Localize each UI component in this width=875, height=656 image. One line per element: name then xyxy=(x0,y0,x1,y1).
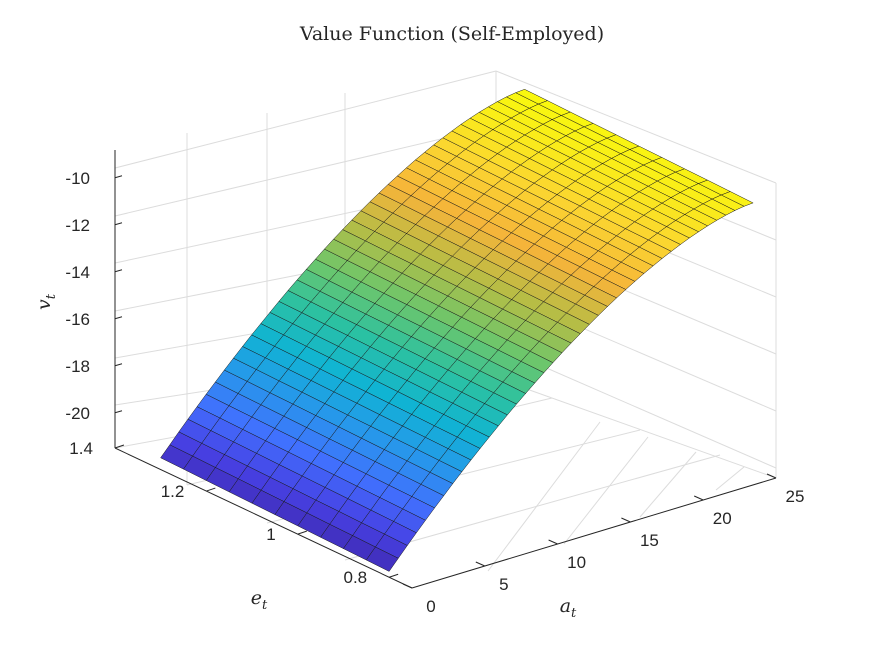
y-axis-line xyxy=(114,447,413,589)
y-axis-label-sub: t xyxy=(262,598,268,613)
z-tick-mark xyxy=(114,410,123,414)
svg-text:at: at xyxy=(560,595,577,621)
z-tick-mark xyxy=(114,222,123,226)
y-tick-label: 1.2 xyxy=(161,482,185,501)
x-tick-mark xyxy=(621,517,631,523)
x-axis-label: at xyxy=(560,595,577,621)
y-axis-label-main: e xyxy=(251,587,262,609)
x-tick-label: 25 xyxy=(786,487,805,506)
z-tick-label: -16 xyxy=(65,310,90,329)
y-tick-label: 1 xyxy=(266,525,275,544)
x-tick-mark xyxy=(475,561,486,567)
surface-cell xyxy=(366,546,399,572)
z-tick-label: -10 xyxy=(65,169,90,188)
x-tick-label: 10 xyxy=(567,553,586,572)
svg-text:vt: vt xyxy=(33,293,59,310)
y-tick-mark xyxy=(297,530,307,535)
axis-ticks: -10 -12 -14 -16 -18 -20 0.8 1 1.2 1.4 0 5 10 15 20 25 xyxy=(65,169,804,616)
z-axis-label-sub: t xyxy=(44,293,59,299)
value-function-surface xyxy=(160,89,754,572)
x-tick-mark xyxy=(766,473,777,479)
y-axis-label: et xyxy=(251,587,268,613)
y-tick-mark xyxy=(206,487,216,492)
y-tick-label: 0.8 xyxy=(344,568,368,587)
y-tick-mark xyxy=(388,573,399,578)
z-axis-label-main: v xyxy=(33,299,55,310)
x-tick-mark xyxy=(548,539,558,545)
axis-lines xyxy=(114,150,777,589)
y-tick-mark xyxy=(114,444,125,449)
x-axis-label-sub: t xyxy=(571,606,577,621)
z-tick-label: -18 xyxy=(65,357,90,376)
x-tick-label: 0 xyxy=(426,597,435,616)
chart-title: Value Function (Self-Employed) xyxy=(299,23,604,45)
x-tick-mark xyxy=(402,583,413,589)
x-axis-label-main: a xyxy=(560,595,571,617)
z-tick-label: -12 xyxy=(65,216,90,235)
z-tick-mark xyxy=(114,175,123,179)
y-tick-label: 1.4 xyxy=(69,439,93,458)
x-axis-line xyxy=(411,477,777,589)
x-tick-mark xyxy=(693,495,704,501)
z-tick-mark xyxy=(114,269,123,273)
svg-text:et: et xyxy=(251,587,268,613)
z-axis-label: vt xyxy=(33,293,59,310)
x-tick-label: 20 xyxy=(713,509,732,528)
z-tick-label: -20 xyxy=(65,404,90,423)
z-tick-mark xyxy=(114,363,123,367)
z-tick-label: -14 xyxy=(65,263,90,282)
x-tick-label: 15 xyxy=(640,531,659,550)
z-tick-mark xyxy=(114,316,123,320)
x-tick-label: 5 xyxy=(499,575,508,594)
